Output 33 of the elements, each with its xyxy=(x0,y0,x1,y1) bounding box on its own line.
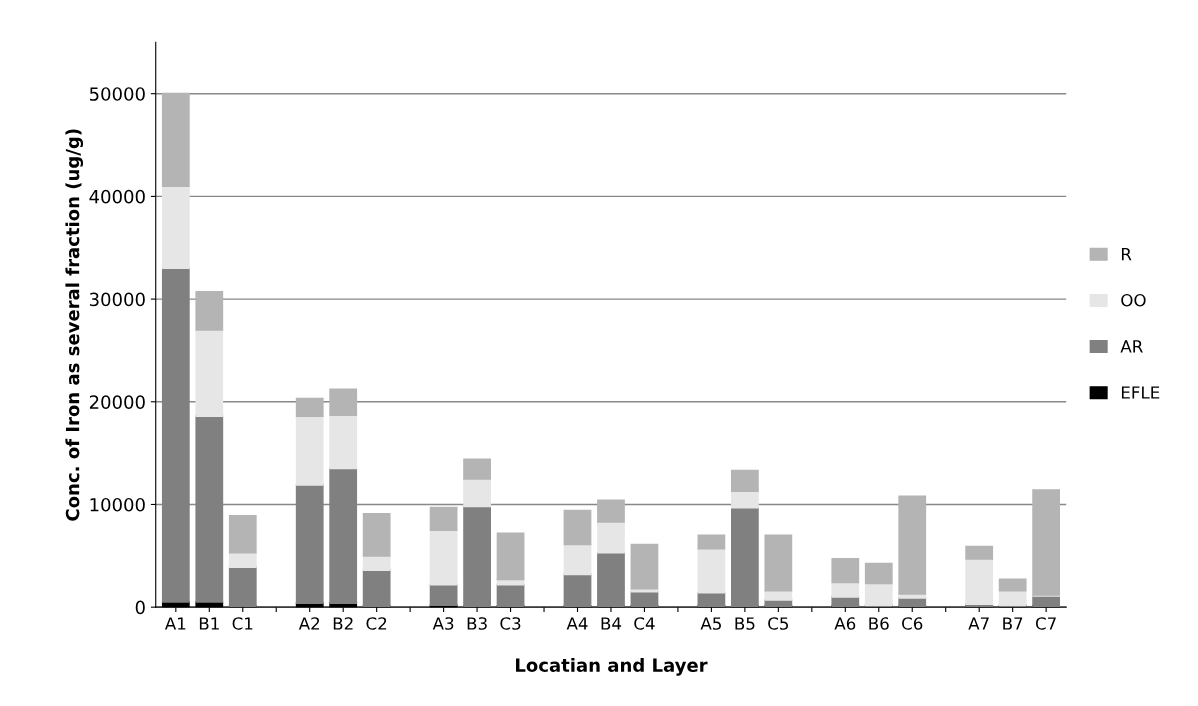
y-tick-label: 10000 xyxy=(90,497,145,512)
x-tick-label: A7 xyxy=(968,617,989,630)
x-tick-label: B6 xyxy=(869,617,889,630)
legend-label: EFLE xyxy=(1121,386,1160,399)
y-tick-label: 20000 xyxy=(89,395,145,409)
y-axis-title: Conc. of Iron as several fraction (ug/g) xyxy=(65,129,84,521)
x-tick-label: A2 xyxy=(298,617,320,630)
x-tick-label: A5 xyxy=(700,617,721,630)
x-tick-label: A3 xyxy=(432,617,454,630)
x-tick-label: C2 xyxy=(366,617,387,630)
x-tick-label: B2 xyxy=(333,617,353,630)
x-tick-label: B5 xyxy=(735,617,755,630)
x-tick-label: A1 xyxy=(164,617,186,630)
legend-label: R xyxy=(1121,248,1132,261)
x-tick-label: C3 xyxy=(500,617,521,630)
x-tick-label: B3 xyxy=(467,617,487,630)
x-tick-label: C6 xyxy=(902,617,923,630)
y-tick-label: 0 xyxy=(135,600,145,615)
y-tick-label: 30000 xyxy=(89,292,145,307)
x-tick-label: A4 xyxy=(566,617,588,630)
y-tick-label: 50000 xyxy=(89,87,145,101)
x-tick-label: B1 xyxy=(199,617,219,630)
x-tick-label: B4 xyxy=(601,617,622,630)
x-axis-title: Locatian and Layer xyxy=(516,658,708,676)
legend-label: AR xyxy=(1120,340,1143,353)
y-tick-label: 40000 xyxy=(89,189,145,204)
x-tick-label: B7 xyxy=(1003,617,1023,630)
x-tick-label: C7 xyxy=(1035,617,1056,630)
x-tick-label: A6 xyxy=(834,617,856,630)
x-tick-label: C5 xyxy=(768,617,789,630)
x-tick-label: C1 xyxy=(232,617,253,630)
legend-label: OO xyxy=(1121,293,1146,307)
x-tick-label: C4 xyxy=(634,617,655,630)
